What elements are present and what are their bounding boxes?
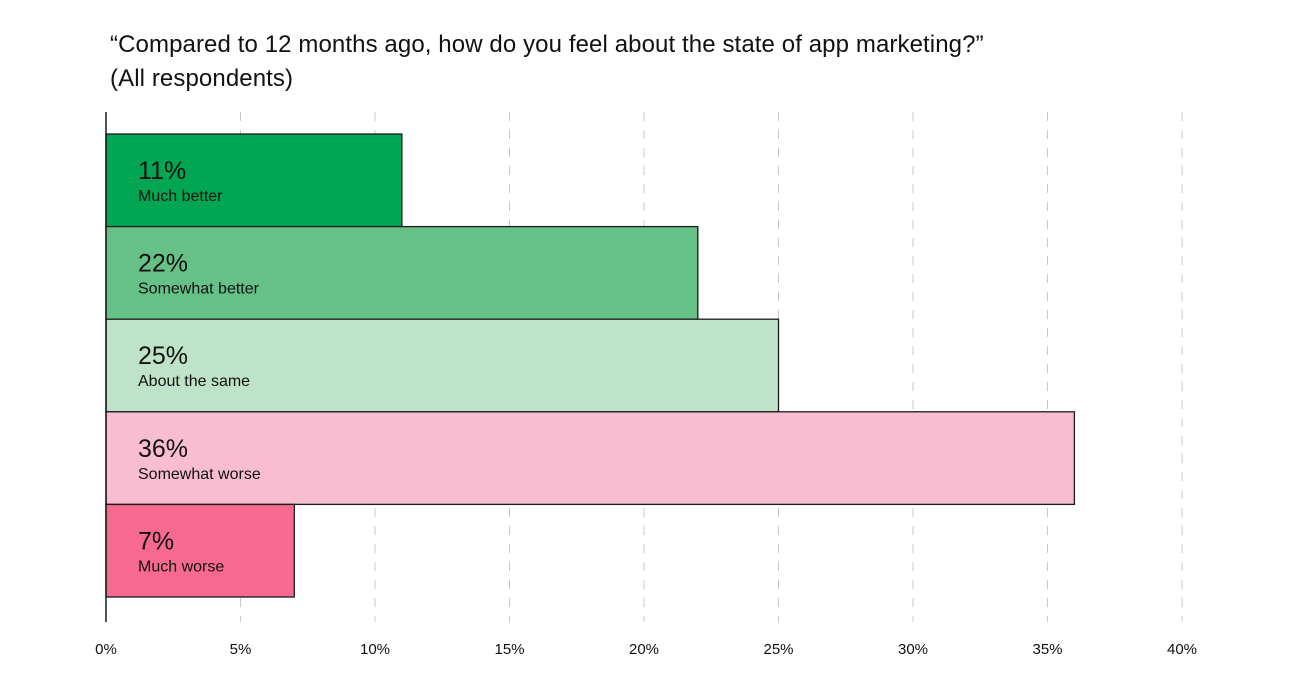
x-tick-label: 25% (763, 641, 793, 658)
bar-group: 36% Somewhat worse (105, 411, 1076, 506)
bar-group: 11% Much better (105, 133, 403, 228)
bar (105, 318, 780, 413)
tick-labels: 0% 5% 10% 15% 20% 25% 30% 35% 40% (95, 641, 1197, 658)
bar (105, 503, 295, 598)
value-label: 22% (138, 250, 188, 278)
value-label: 11% (138, 157, 186, 185)
category-label: Somewhat better (138, 281, 260, 298)
category-label: Much worse (138, 558, 224, 575)
category-label: Much better (138, 188, 223, 205)
bar-group: 25% About the same (105, 318, 780, 413)
bar (105, 225, 699, 320)
x-tick-label: 40% (1167, 641, 1197, 658)
category-label: Somewhat worse (138, 466, 261, 483)
chart-title-block: “Compared to 12 months ago, how do you f… (110, 28, 1260, 96)
x-tick-label: 30% (898, 641, 928, 658)
bars: 11% Much better 22% Somewhat better 25% About… (105, 133, 1076, 598)
bar-group: 7% Much worse (105, 503, 295, 598)
bar (105, 133, 403, 228)
bar-group: 22% Somewhat better (105, 225, 699, 320)
value-label: 36% (138, 435, 188, 463)
value-label: 25% (138, 342, 188, 370)
chart-title: “Compared to 12 months ago, how do you f… (110, 31, 984, 58)
bar (105, 411, 1076, 506)
chart-subtitle: (All respondents) (110, 65, 294, 92)
x-tick-label: 10% (360, 641, 390, 658)
value-label: 7% (138, 527, 174, 555)
x-tick-label: 5% (230, 641, 252, 658)
category-label: About the same (138, 373, 250, 390)
x-tick-label: 15% (494, 641, 524, 658)
x-tick-label: 20% (629, 641, 659, 658)
x-tick-label: 35% (1032, 641, 1062, 658)
x-tick-label: 0% (95, 641, 117, 658)
